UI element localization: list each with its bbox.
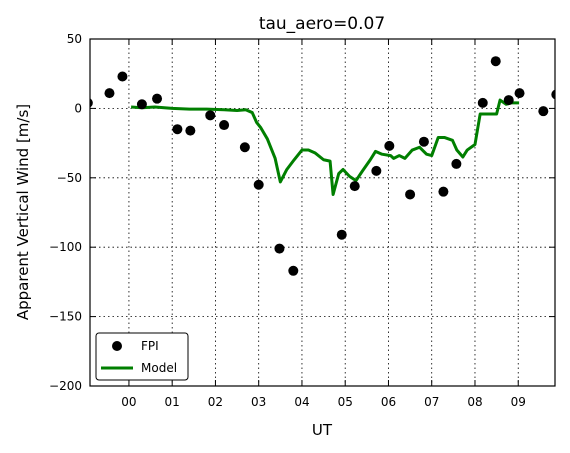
x-tick-label: 03	[251, 395, 266, 409]
x-tick-label: 05	[338, 395, 353, 409]
fpi-point	[90, 98, 93, 108]
y-tick-label: 50	[67, 32, 82, 46]
fpi-point	[405, 189, 416, 200]
fpi-point	[104, 88, 115, 99]
x-tick-label: 01	[165, 395, 180, 409]
fpi-point	[253, 179, 264, 190]
y-tick-label: −150	[49, 310, 82, 324]
fpi-point	[274, 243, 285, 254]
legend: FPI Model	[95, 332, 189, 381]
fpi-point	[371, 165, 382, 176]
fpi-point	[349, 181, 360, 192]
fpi-point	[551, 89, 555, 100]
fpi-point	[172, 124, 183, 135]
x-axis-label: UT	[312, 421, 333, 439]
y-tick-label: 0	[74, 101, 82, 115]
fpi-point	[384, 140, 395, 151]
fpi-point	[239, 142, 250, 153]
plot-marks	[90, 56, 555, 276]
fpi-point	[490, 56, 501, 67]
y-axis-label: Apparent Vertical Wind [m/s]	[14, 104, 32, 320]
x-tick-label: 04	[294, 395, 309, 409]
fpi-point	[514, 88, 525, 99]
fpi-point	[451, 158, 462, 169]
y-tick-label: −50	[57, 171, 82, 185]
fpi-point	[185, 125, 196, 136]
axis-ticks: 00 01 02 03 04 05 06 07 08 09 −200 −150 −100 −50 0 50	[49, 32, 555, 409]
fpi-point	[538, 106, 549, 117]
plot-frame	[89, 38, 556, 387]
chart-title: tau_aero=0.07	[259, 14, 385, 34]
fpi-point	[288, 265, 299, 276]
legend-fpi-marker	[112, 341, 122, 351]
fpi-point	[503, 95, 514, 106]
x-tick-label: 06	[381, 395, 396, 409]
fpi-point	[152, 93, 163, 104]
legend-fpi-label: FPI	[141, 339, 159, 353]
x-tick-label: 09	[511, 395, 526, 409]
fpi-point	[438, 186, 449, 197]
fpi-point	[117, 71, 128, 82]
legend-model-label: Model	[141, 361, 177, 375]
fpi-point	[336, 229, 347, 240]
x-tick-label: 08	[467, 395, 482, 409]
x-tick-label: 00	[121, 395, 136, 409]
fpi-point	[205, 110, 216, 121]
fpi-point	[219, 120, 230, 131]
model-series-line	[130, 98, 520, 196]
y-tick-label: −100	[49, 240, 82, 254]
fpi-point	[418, 136, 429, 147]
fpi-point	[136, 99, 147, 110]
fpi-point	[477, 97, 488, 108]
x-tick-label: 02	[208, 395, 223, 409]
x-tick-label: 07	[424, 395, 439, 409]
y-tick-label: −200	[49, 379, 82, 393]
